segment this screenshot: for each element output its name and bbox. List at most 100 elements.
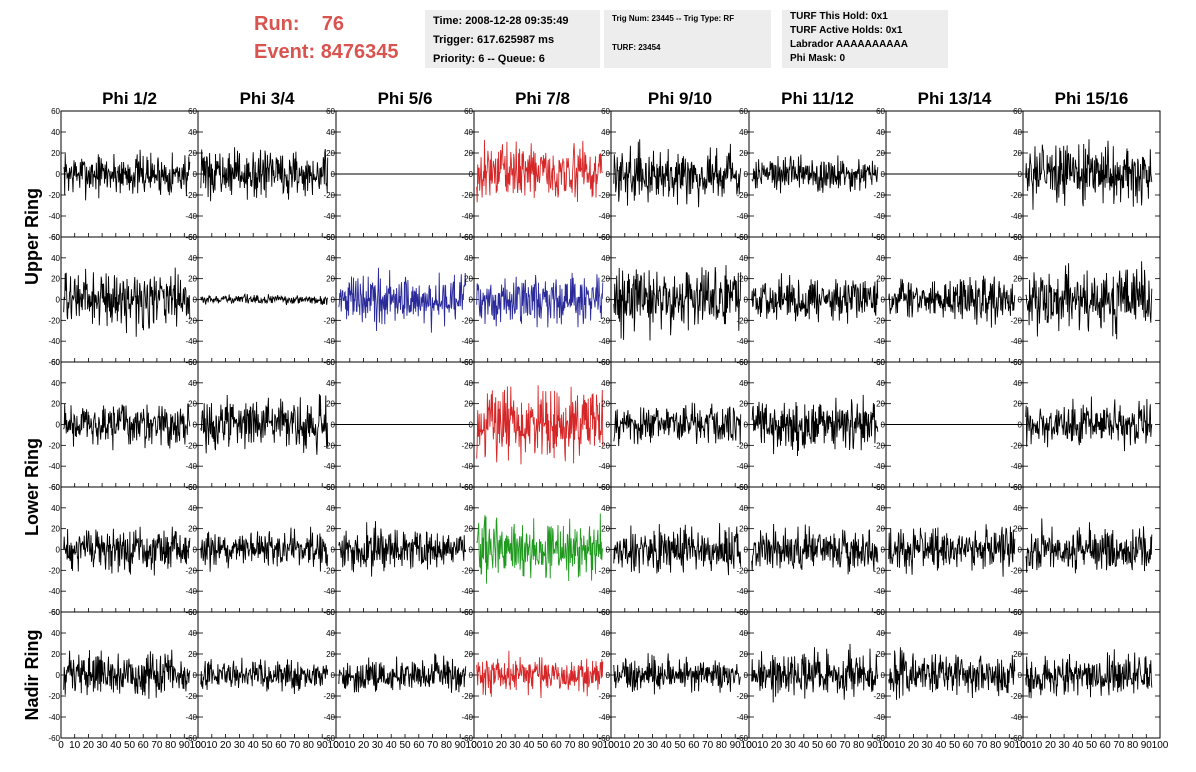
x-tick-label: 40 bbox=[386, 740, 398, 751]
y-tick-label: 0 bbox=[469, 671, 474, 680]
y-tick-label: 60 bbox=[739, 233, 748, 242]
y-tick-label: -40 bbox=[185, 212, 197, 221]
y-tick-label: 0 bbox=[606, 170, 611, 179]
x-tick-label: 50 bbox=[537, 740, 549, 751]
y-tick-label: 20 bbox=[1013, 650, 1022, 659]
y-tick-label: 0 bbox=[606, 671, 611, 680]
x-tick-label: 10 bbox=[206, 740, 218, 751]
y-tick-label: -40 bbox=[323, 462, 335, 471]
labrador-line: Labrador AAAAAAAAAA bbox=[790, 39, 908, 50]
y-tick-label: 40 bbox=[876, 254, 885, 263]
x-tick-label: 30 bbox=[922, 740, 934, 751]
y-tick-label: 0 bbox=[193, 546, 198, 555]
y-tick-label: 0 bbox=[1018, 671, 1023, 680]
y-tick-label: 40 bbox=[188, 504, 197, 513]
x-tick-label: 100 bbox=[1152, 740, 1169, 751]
x-tick-label: 100 bbox=[190, 740, 207, 751]
column-title: Phi 15/16 bbox=[1055, 89, 1129, 108]
y-tick-label: -20 bbox=[736, 692, 748, 701]
y-tick-label: 20 bbox=[326, 149, 335, 158]
y-tick-label: 60 bbox=[876, 233, 885, 242]
y-tick-label: 60 bbox=[188, 107, 197, 116]
x-tick-label: 0 bbox=[333, 740, 339, 751]
y-tick-label: 40 bbox=[326, 254, 335, 263]
y-tick-label: 20 bbox=[326, 275, 335, 284]
y-tick-label: 20 bbox=[876, 525, 885, 534]
y-tick-label: -20 bbox=[873, 566, 885, 575]
x-tick-label: 50 bbox=[1086, 740, 1098, 751]
x-tick-label: 90 bbox=[1141, 740, 1153, 751]
event-value: 8476345 bbox=[320, 41, 399, 63]
y-tick-label: -40 bbox=[598, 337, 610, 346]
y-tick-label: -40 bbox=[1010, 587, 1022, 596]
y-tick-label: 40 bbox=[188, 254, 197, 263]
y-tick-label: 40 bbox=[188, 128, 197, 137]
y-tick-label: 0 bbox=[193, 296, 198, 305]
x-tick-label: 80 bbox=[853, 740, 865, 751]
x-tick-label: 10 bbox=[1031, 740, 1043, 751]
x-tick-label: 0 bbox=[195, 740, 201, 751]
y-tick-label: 40 bbox=[51, 379, 60, 388]
y-tick-label: 40 bbox=[739, 504, 748, 513]
y-tick-label: 40 bbox=[51, 128, 60, 137]
waveform-trace bbox=[338, 267, 467, 333]
y-tick-label: 40 bbox=[464, 379, 473, 388]
y-tick-label: 20 bbox=[601, 275, 610, 284]
y-tick-label: 0 bbox=[1018, 546, 1023, 555]
y-tick-label: -40 bbox=[598, 587, 610, 596]
y-tick-label: -60 bbox=[323, 734, 335, 743]
y-tick-label: -40 bbox=[1010, 337, 1022, 346]
y-tick-label: 40 bbox=[188, 379, 197, 388]
x-tick-label: 30 bbox=[510, 740, 522, 751]
x-tick-label: 30 bbox=[97, 740, 109, 751]
turf-active-line: TURF Active Holds: 0x1 bbox=[790, 25, 903, 36]
y-tick-label: -40 bbox=[323, 713, 335, 722]
y-tick-label: 20 bbox=[1013, 275, 1022, 284]
y-tick-label: -20 bbox=[323, 191, 335, 200]
y-tick-label: 20 bbox=[876, 650, 885, 659]
y-tick-label: -60 bbox=[736, 734, 748, 743]
y-tick-label: 60 bbox=[601, 608, 610, 617]
event-line: Event: 8476345 bbox=[254, 38, 399, 66]
y-tick-label: -40 bbox=[873, 713, 885, 722]
y-tick-label: -40 bbox=[461, 462, 473, 471]
y-tick-label: 60 bbox=[51, 358, 60, 367]
waveform-trace bbox=[613, 523, 742, 576]
waveform-trace bbox=[751, 523, 879, 575]
y-tick-label: 0 bbox=[1018, 170, 1023, 179]
x-tick-label: 40 bbox=[110, 740, 122, 751]
x-tick-label: 90 bbox=[592, 740, 604, 751]
waveform-trace bbox=[63, 149, 191, 201]
y-tick-label: 40 bbox=[188, 629, 197, 638]
y-tick-label: -60 bbox=[48, 734, 60, 743]
column-title: Phi 11/12 bbox=[781, 89, 854, 108]
y-tick-label: -20 bbox=[48, 191, 60, 200]
y-tick-label: 20 bbox=[739, 525, 748, 534]
x-tick-label: 50 bbox=[949, 740, 961, 751]
y-tick-label: -40 bbox=[48, 462, 60, 471]
x-tick-label: 0 bbox=[746, 740, 752, 751]
x-tick-label: 10 bbox=[619, 740, 631, 751]
y-tick-label: 20 bbox=[326, 650, 335, 659]
y-tick-label: -20 bbox=[185, 692, 197, 701]
y-tick-label: 20 bbox=[188, 650, 197, 659]
x-tick-label: 10 bbox=[894, 740, 906, 751]
waveform-trace bbox=[476, 385, 604, 465]
y-tick-label: -40 bbox=[48, 713, 60, 722]
y-tick-label: 60 bbox=[326, 233, 335, 242]
y-tick-label: 40 bbox=[739, 254, 748, 263]
y-tick-label: 0 bbox=[881, 170, 886, 179]
x-tick-label: 40 bbox=[935, 740, 947, 751]
x-tick-label: 80 bbox=[165, 740, 177, 751]
y-tick-label: 40 bbox=[739, 629, 748, 638]
y-tick-label: -20 bbox=[873, 316, 885, 325]
y-tick-label: -20 bbox=[323, 692, 335, 701]
y-tick-label: -20 bbox=[185, 316, 197, 325]
waveform-trace bbox=[476, 650, 604, 699]
y-tick-label: 20 bbox=[464, 525, 473, 534]
column-title: Phi 5/6 bbox=[378, 89, 433, 108]
x-tick-label: 100 bbox=[466, 740, 483, 751]
y-tick-label: 0 bbox=[744, 546, 749, 555]
time-line: Time: 2008-12-28 09:35:49 bbox=[433, 15, 569, 27]
x-tick-label: 50 bbox=[124, 740, 136, 751]
